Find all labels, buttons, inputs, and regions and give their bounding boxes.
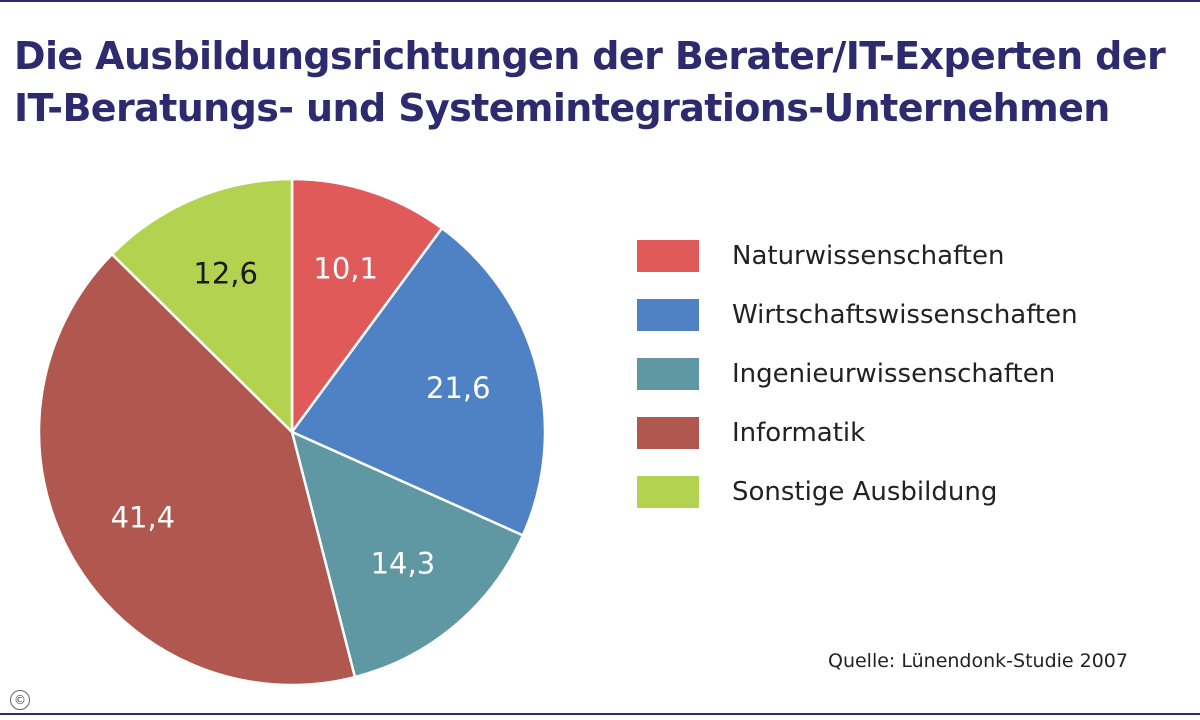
copyright-icon: © xyxy=(10,690,30,710)
legend-swatch xyxy=(637,417,699,449)
pie-slice-4 xyxy=(110,177,294,435)
legend-swatch xyxy=(637,240,699,272)
slice-value-label: 12,6 xyxy=(193,256,258,290)
pie-slice-0 xyxy=(290,177,444,436)
bottom-border xyxy=(0,713,1200,715)
legend-label: Informatik xyxy=(732,418,865,448)
legend-label: Naturwissenschaften xyxy=(732,241,1004,271)
legend-swatch xyxy=(637,358,699,390)
pie-labels: 10,1 21,6 14,3 41,4 12,6 xyxy=(111,252,491,581)
legend-label: Ingenieurwissenschaften xyxy=(732,359,1055,389)
legend: Naturwissenschaften Wirtschaftswissenscha… xyxy=(637,240,1078,508)
pie-slice-3 xyxy=(37,252,357,687)
slice-value-label: 14,3 xyxy=(371,546,436,580)
pie-slice-2 xyxy=(290,429,525,679)
legend-swatch xyxy=(637,299,699,331)
slice-value-label: 21,6 xyxy=(426,371,491,405)
slice-value-label: 10,1 xyxy=(313,252,378,286)
source-note: Quelle: Lünendonk-Studie 2007 xyxy=(827,650,1128,672)
top-border xyxy=(0,0,1200,2)
legend-label: Wirtschaftswissenschaften xyxy=(732,300,1078,330)
legend-swatch xyxy=(637,476,699,508)
pie-slices xyxy=(37,177,547,687)
chart-title: Die Ausbildungsrichtungen der Berater/IT… xyxy=(14,34,1166,130)
legend-label: Sonstige Ausbildung xyxy=(732,477,997,507)
pie-slice-1 xyxy=(290,226,547,538)
slice-value-label: 41,4 xyxy=(111,501,176,535)
